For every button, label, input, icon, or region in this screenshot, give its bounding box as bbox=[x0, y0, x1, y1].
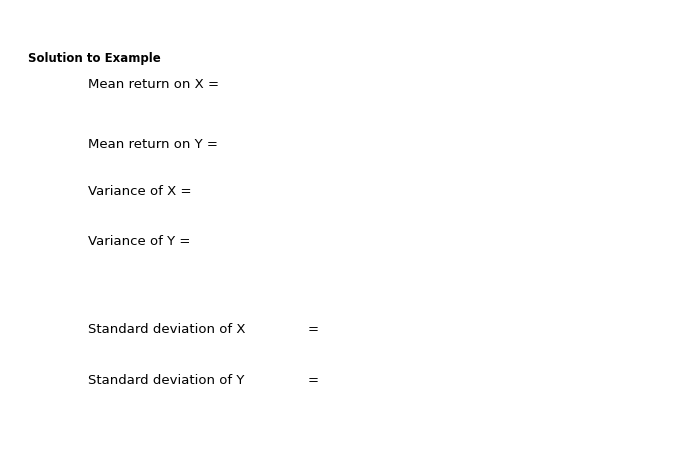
Text: Mean return on Y =: Mean return on Y = bbox=[88, 138, 218, 151]
Text: Solution to Example: Solution to Example bbox=[28, 52, 161, 65]
Text: Standard deviation of X: Standard deviation of X bbox=[88, 323, 245, 336]
Text: Standard deviation of Y: Standard deviation of Y bbox=[88, 374, 245, 387]
Text: Variance of Y =: Variance of Y = bbox=[88, 235, 191, 248]
Text: =: = bbox=[308, 323, 319, 336]
Text: =: = bbox=[308, 374, 319, 387]
Text: Variance of X =: Variance of X = bbox=[88, 185, 191, 198]
Text: Mean return on X =: Mean return on X = bbox=[88, 78, 219, 91]
